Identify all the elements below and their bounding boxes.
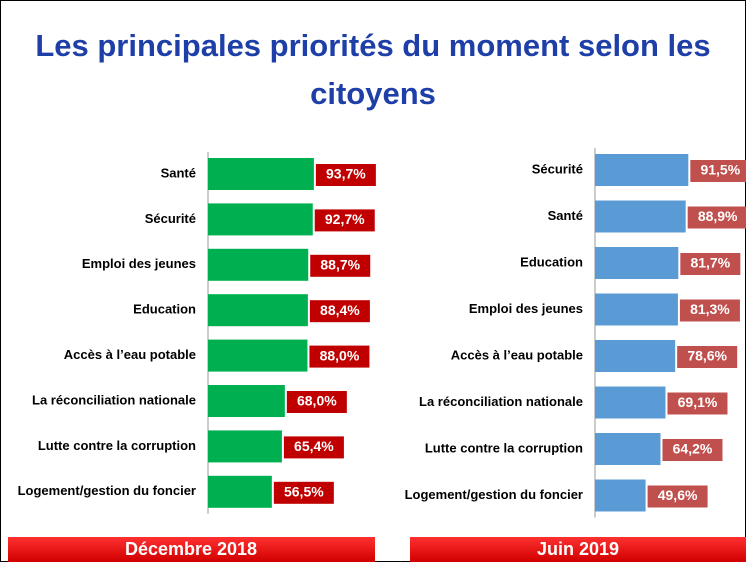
bar [208, 430, 282, 463]
category-label: Emploi des jeunes [82, 256, 196, 271]
value-label-box [273, 481, 334, 504]
bar [208, 475, 272, 508]
value-label-box [286, 391, 347, 413]
category-label: Accès à l’eau potable [451, 347, 583, 362]
value-label: 65,4% [294, 438, 334, 454]
value-label-box [647, 485, 708, 508]
value-label: 91,5% [700, 162, 740, 178]
category-label: Lutte contre la corruption [38, 438, 196, 453]
category-label: La réconciliation nationale [32, 392, 196, 407]
category-label: Sécurité [145, 211, 196, 226]
value-label: 81,7% [690, 255, 730, 271]
value-label-box [677, 346, 738, 368]
value-label: 92,7% [325, 211, 365, 227]
value-label-box [690, 160, 746, 182]
category-label: Logement/gestion du foncier [405, 487, 583, 502]
value-label: 68,0% [297, 393, 337, 409]
category-label: Lutte contre la corruption [425, 440, 583, 455]
bar [595, 200, 686, 233]
value-label: 88,0% [320, 347, 360, 363]
panel-title: Juin 2019 [537, 539, 619, 559]
value-label-box [667, 392, 728, 415]
category-label: Education [133, 302, 196, 317]
value-label: 49,6% [658, 487, 698, 503]
category-label: Accès à l’eau potable [64, 347, 196, 362]
value-label: 78,6% [687, 348, 727, 364]
value-label: 81,3% [690, 301, 730, 317]
value-label-box [310, 254, 371, 277]
chart-title: Les principales priorités du moment selo… [35, 28, 710, 63]
bar [208, 294, 308, 327]
category-label: Sécurité [532, 161, 583, 176]
category-label: Santé [161, 165, 196, 180]
value-label-box [283, 436, 344, 459]
category-label: La réconciliation nationale [419, 394, 583, 409]
bar [595, 479, 646, 512]
value-label: 88,7% [320, 257, 360, 273]
bar [208, 158, 314, 190]
value-label: 88,9% [698, 208, 738, 224]
value-label-box [679, 299, 740, 322]
value-label: 64,2% [673, 441, 713, 457]
panel-title: Décembre 2018 [125, 539, 257, 559]
value-label-box [662, 439, 723, 461]
value-label-box [687, 206, 746, 229]
bar [595, 386, 666, 419]
category-label: Santé [548, 208, 583, 223]
bar [208, 248, 309, 281]
value-label-box [315, 164, 376, 186]
category-label: Education [520, 254, 583, 269]
value-label-box [314, 209, 375, 232]
bar [595, 340, 676, 372]
bar [208, 385, 285, 417]
value-label: 69,1% [678, 394, 718, 410]
value-label: 56,5% [284, 484, 324, 500]
bar [595, 154, 689, 186]
footer-band [8, 537, 375, 562]
bar [595, 247, 679, 279]
category-label: Logement/gestion du foncier [18, 483, 196, 498]
chart-title: citoyens [310, 76, 436, 111]
category-label: Emploi des jeunes [469, 301, 583, 316]
footer-band [410, 537, 746, 562]
value-label: 93,7% [326, 166, 366, 182]
bar [208, 339, 308, 372]
value-label-box [309, 300, 370, 323]
bar [208, 203, 313, 236]
bar [595, 293, 678, 326]
value-label-box [309, 345, 370, 368]
value-label-box [680, 253, 741, 275]
bar [595, 433, 661, 465]
value-label: 88,4% [320, 302, 360, 318]
